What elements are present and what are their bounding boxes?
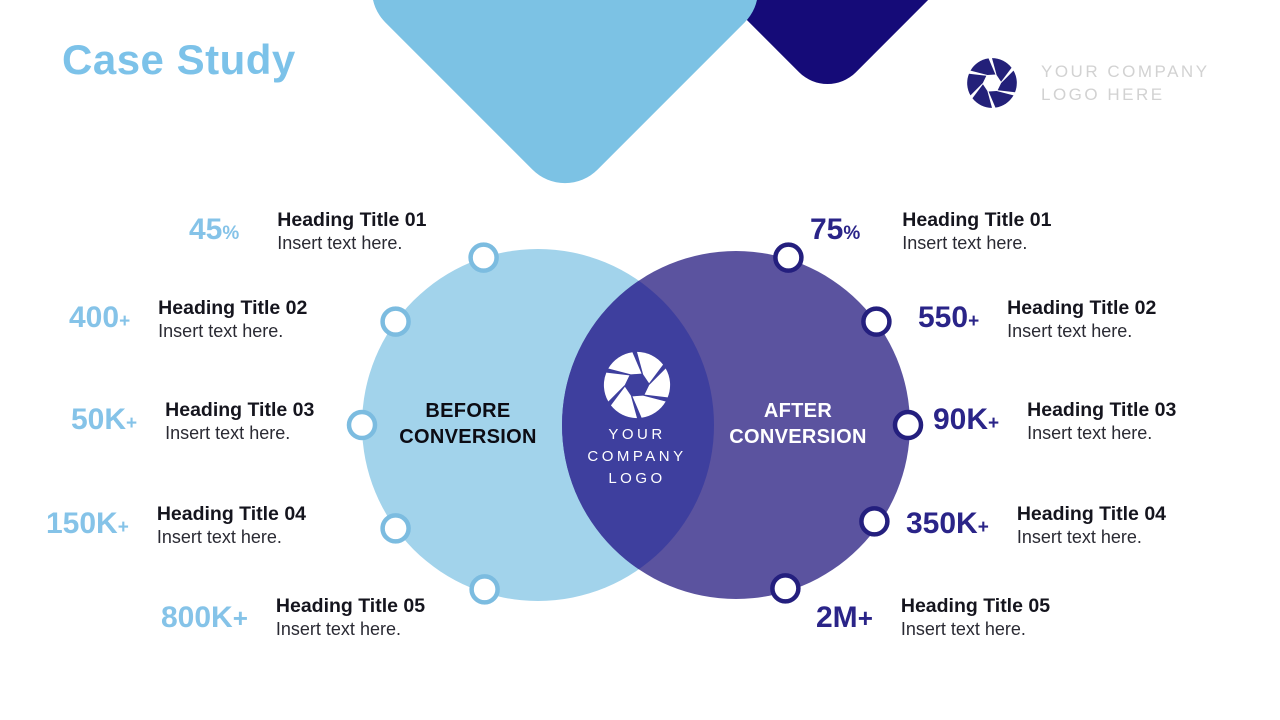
stat-value: 150K+ (46, 507, 129, 540)
stat-row-right-4: 350K+ Heading Title 04 Insert text here. (906, 503, 1166, 549)
after-conversion-label: AFTER CONVERSION (729, 400, 867, 448)
stat-heading: Heading Title 04 (1016, 503, 1167, 525)
before-node-2 (380, 306, 411, 337)
after-node-1 (773, 242, 804, 273)
company-logo-line2: LOGO HERE (1041, 85, 1165, 104)
before-node-5 (469, 574, 500, 605)
stat-body: Insert text here. (1016, 527, 1142, 547)
stat-value: 2M+ (816, 601, 873, 634)
stat-row-left-5: 800K+ Heading Title 05 Insert text here. (161, 595, 425, 641)
stat-heading: Heading Title 05 (275, 595, 426, 617)
decor-diamond-light (352, 0, 778, 203)
stat-heading: Heading Title 03 (1027, 399, 1177, 421)
center-logo-line2: COMPANY (587, 448, 687, 465)
stat-body: Insert text here. (900, 619, 1026, 639)
stat-value: 800K+ (161, 601, 248, 634)
stat-value: 90K+ (933, 403, 1000, 436)
stat-row-left-1: 45% Heading Title 01 Insert text here. (189, 209, 426, 255)
stat-heading: Heading Title 03 (165, 399, 315, 421)
stat-heading: Heading Title 02 (1007, 297, 1157, 319)
stat-row-left-3: 50K+ Heading Title 03 Insert text here. (71, 399, 314, 445)
stat-value: 50K+ (71, 403, 138, 436)
page-title: Case Study (62, 36, 296, 83)
center-logo-line3: LOGO (608, 470, 666, 487)
company-logo-line1: YOUR COMPANY (1041, 62, 1210, 81)
stat-heading: Heading Title 05 (900, 595, 1051, 617)
stat-row-left-2: 400+ Heading Title 02 Insert text here. (69, 297, 307, 343)
before-node-4 (380, 513, 411, 544)
before-conversion-label: BEFORE CONVERSION (399, 400, 537, 448)
stat-body: Insert text here. (1027, 423, 1153, 443)
after-node-5 (770, 573, 801, 604)
stat-heading: Heading Title 04 (156, 503, 307, 525)
stat-value: 350K+ (906, 507, 989, 540)
stat-body: Insert text here. (902, 233, 1028, 253)
after-node-3 (892, 409, 924, 441)
aperture-icon (965, 56, 1019, 110)
stat-row-left-4: 150K+ Heading Title 04 Insert text here. (46, 503, 306, 549)
stat-body: Insert text here. (156, 527, 282, 547)
after-node-2 (861, 306, 892, 337)
after-node-4 (859, 506, 890, 537)
stat-row-right-5: 2M+ Heading Title 05 Insert text here. (816, 595, 1050, 641)
stat-body: Insert text here. (277, 233, 403, 253)
before-node-3 (346, 409, 378, 441)
before-node-1 (468, 242, 499, 273)
stat-value: 400+ (69, 301, 131, 334)
company-logo-text: YOUR COMPANY LOGO HERE (1041, 56, 1210, 110)
company-logo: YOUR COMPANY LOGO HERE (965, 56, 1210, 110)
stat-value: 75% (810, 213, 861, 246)
center-logo-text: YOUR COMPANY LOGO (557, 424, 717, 490)
stat-heading: Heading Title 02 (158, 297, 308, 319)
stat-row-right-2: 550+ Heading Title 02 Insert text here. (918, 297, 1156, 343)
stat-row-right-3: 90K+ Heading Title 03 Insert text here. (933, 399, 1176, 445)
stat-value: 550+ (918, 301, 980, 334)
stat-body: Insert text here. (1007, 321, 1133, 341)
center-logo-line1: YOUR (608, 426, 666, 443)
stat-row-right-1: 75% Heading Title 01 Insert text here. (810, 209, 1051, 255)
stat-value: 45% (189, 213, 240, 246)
stat-body: Insert text here. (158, 321, 284, 341)
stat-heading: Heading Title 01 (277, 209, 427, 231)
stat-body: Insert text here. (165, 423, 291, 443)
stat-body: Insert text here. (275, 619, 401, 639)
stat-heading: Heading Title 01 (902, 209, 1052, 231)
center-aperture-icon (601, 349, 673, 421)
